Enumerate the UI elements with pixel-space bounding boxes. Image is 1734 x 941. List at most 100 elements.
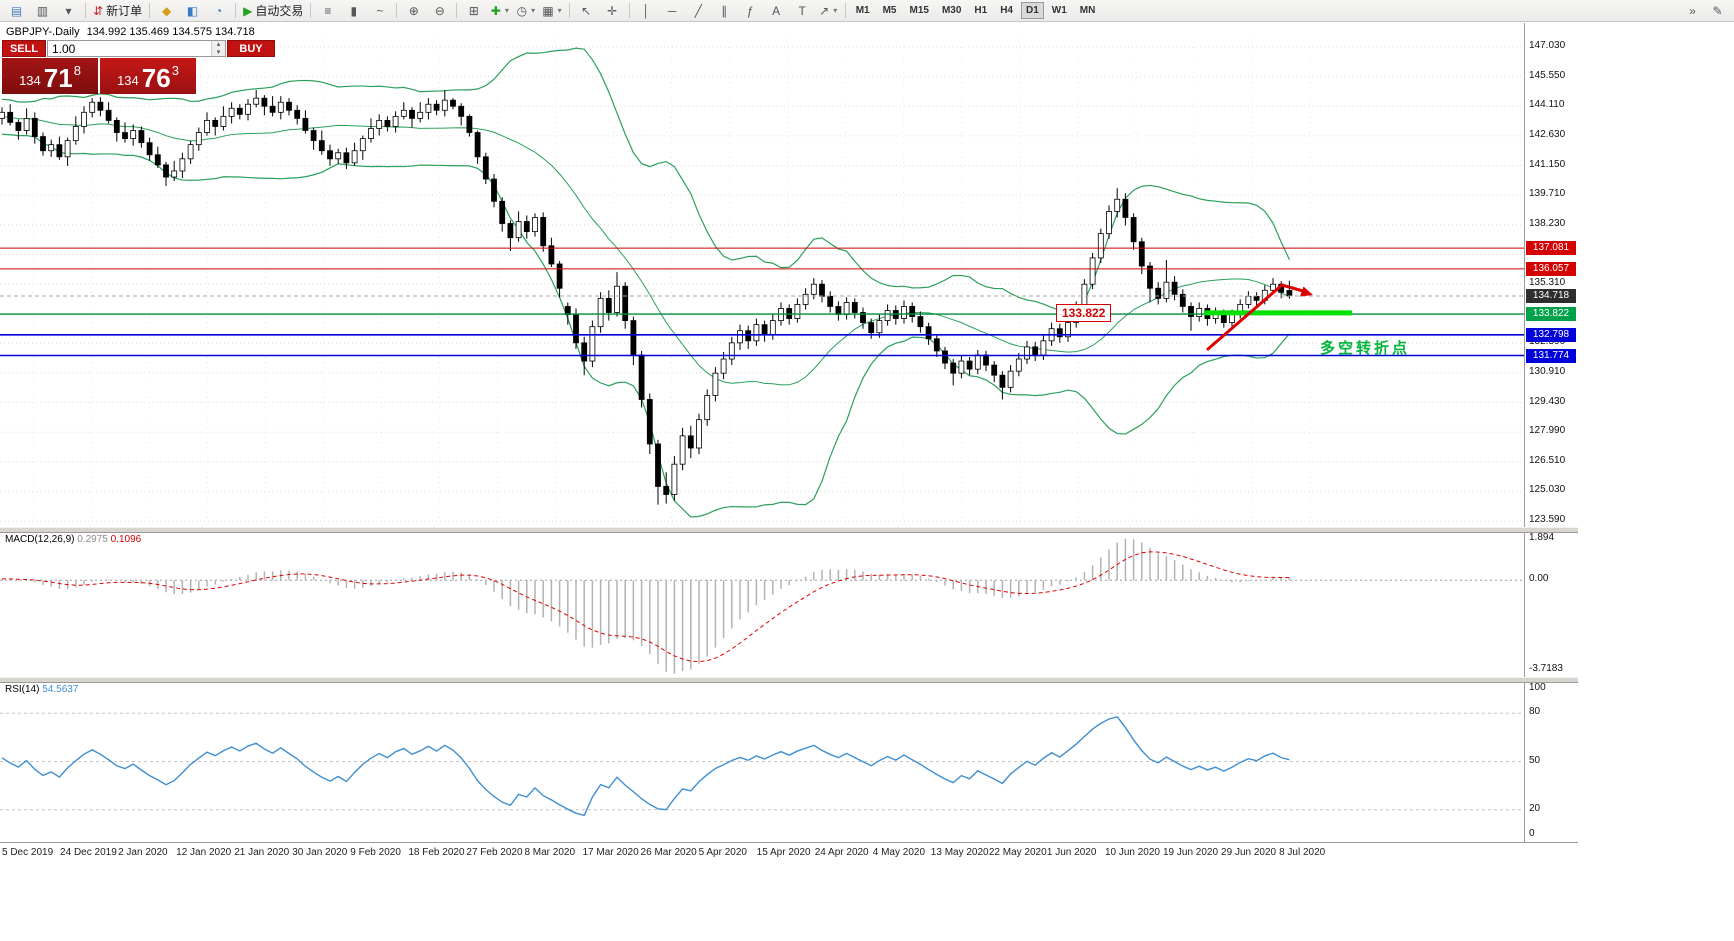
toolbar-overflow-icon[interactable]: » [1689, 3, 1696, 18]
price-axis-label: 141.150 [1529, 158, 1566, 170]
new-order-button[interactable]: ⇵ 新订单 [90, 1, 145, 21]
buy-price-prefix: 134 [117, 73, 139, 88]
buy-price-pip: 3 [171, 63, 179, 78]
horizontal-line-icon[interactable]: ─ [660, 1, 685, 21]
price-axis-label: 139.710 [1529, 188, 1566, 200]
one-click-trading-panel: SELL ▴ ▾ BUY 134 71 8 134 [2, 40, 275, 94]
volume-input[interactable] [48, 41, 211, 56]
trendline-icon: ╱ [694, 3, 702, 18]
date-label: 5 Apr 2020 [698, 847, 747, 858]
sell-price-big: 71 [43, 63, 73, 93]
date-label: 5 Dec 2019 [2, 847, 54, 858]
profiles-arrow-icon[interactable]: ▾ [56, 1, 81, 21]
timeframe-m15[interactable]: M15 [909, 5, 929, 16]
sell-button[interactable]: SELL [2, 40, 46, 57]
bollinger-middle [1, 116, 1290, 386]
dropdown-arrow-icon: ▾ [531, 6, 536, 15]
price-axis-label: 126.510 [1529, 454, 1566, 466]
new-order-button-label: 新订单 [106, 4, 143, 18]
volume-box: ▴ ▾ [47, 40, 226, 57]
buy-quote[interactable]: 134 76 3 [100, 58, 196, 94]
indicators-icon: ✚ [490, 3, 501, 18]
crosshair-icon: ✛ [607, 3, 618, 18]
candles [0, 90, 1293, 505]
strategy-tester-icon[interactable]: ◔ [206, 1, 231, 21]
indicators-icon[interactable]: ✚ ▾ [487, 1, 512, 21]
profiles-icon: ▥ [36, 3, 49, 18]
date-label: 22 May 2020 [988, 847, 1047, 858]
toolbar-customize-icon[interactable]: ✎ [1712, 3, 1723, 18]
price-flag-label[interactable]: 133.822 [1056, 304, 1112, 322]
channel-icon[interactable]: ∥ [712, 1, 737, 21]
new-order-icon: ⇵ [93, 3, 104, 18]
new-chart-icon[interactable]: ▤ [4, 1, 29, 21]
dropdown-arrow-icon: ▾ [557, 6, 562, 15]
price-axis-label: 147.030 [1529, 40, 1566, 51]
timeframe-m1[interactable]: M1 [855, 5, 870, 16]
timeframe-h1[interactable]: H1 [974, 5, 988, 16]
tile-windows-icon[interactable]: ⊞ [461, 1, 486, 21]
macd-histogram [1, 538, 1291, 674]
date-label: 8 Mar 2020 [524, 847, 576, 858]
turning-point-label[interactable]: 多空转折点 [1320, 340, 1411, 357]
price-axis-label: 142.630 [1529, 128, 1566, 140]
timeframe-mn[interactable]: MN [1079, 5, 1096, 16]
vertical-line-icon[interactable]: │ [634, 1, 659, 21]
date-label: 9 Feb 2020 [350, 847, 401, 858]
price-axis-label: 127.990 [1529, 425, 1566, 437]
panel-splitter-rsi[interactable] [0, 677, 1578, 683]
price-axis-label: 145.550 [1529, 69, 1566, 81]
timeframe-m30[interactable]: M30 [941, 5, 962, 16]
label-icon[interactable]: T [790, 1, 815, 21]
terminal-icon[interactable]: ◧ [180, 1, 205, 21]
chart-candles-icon[interactable]: ▮ [341, 1, 366, 21]
arrows-tool-icon[interactable]: ↗ ▾ [816, 1, 841, 21]
main-chart[interactable] [0, 23, 1524, 527]
panel-splitter-macd[interactable] [0, 527, 1578, 533]
timeframe-m5[interactable]: M5 [882, 5, 897, 16]
zoom-in-icon: ⊕ [408, 3, 419, 18]
chart-bars-icon[interactable]: ≡ [315, 1, 340, 21]
profiles-icon[interactable]: ▥ [30, 1, 55, 21]
timeframe-w1[interactable]: W1 [1051, 5, 1067, 16]
rsi-label: RSI(14) 54.5637 [5, 684, 78, 695]
macd-panel[interactable] [0, 531, 1524, 677]
metaeditor-icon[interactable]: ◆ [154, 1, 179, 21]
autotrading-button-label: 自动交易 [255, 4, 304, 18]
price-axis-label: 129.430 [1529, 395, 1566, 407]
macd-name: MACD(12,26,9) [5, 534, 75, 545]
date-label: 24 Apr 2020 [814, 847, 869, 858]
date-label: 4 May 2020 [872, 847, 926, 858]
timeframe-d1[interactable]: D1 [1021, 2, 1044, 19]
buy-button[interactable]: BUY [227, 40, 275, 57]
rsi-panel[interactable] [0, 681, 1524, 842]
text-icon[interactable]: A [764, 1, 789, 21]
zoom-out-icon[interactable]: ⊖ [427, 1, 452, 21]
periods-icon[interactable]: ◷ ▾ [513, 1, 538, 21]
trendline-icon[interactable]: ╱ [686, 1, 711, 21]
cursor-icon[interactable]: ↖ [574, 1, 599, 21]
crosshair-icon[interactable]: ✛ [600, 1, 625, 21]
date-label: 10 Jun 2020 [1104, 847, 1160, 858]
zoom-in-icon[interactable]: ⊕ [401, 1, 426, 21]
sell-quote[interactable]: 134 71 8 [2, 58, 98, 94]
timeframe-h4[interactable]: H4 [1000, 5, 1013, 16]
date-label: 8 Jul 2020 [1279, 847, 1326, 858]
trend-arrow[interactable] [1206, 283, 1305, 351]
new-chart-icon: ▤ [10, 3, 23, 18]
price-scale[interactable]: 147.030 145.550 144.110 142.630 141.150 139.7… [1524, 23, 1579, 842]
date-axis[interactable]: 5 Dec 2019 24 Dec 2019 2 Jan 2020 12 Jan 20… [0, 842, 1578, 862]
chart-line-icon[interactable]: ~ [367, 1, 392, 21]
fibonacci-icon[interactable]: ƒ [738, 1, 763, 21]
autotrading-button[interactable]: ▶ 自动交易 [240, 1, 306, 21]
price-tag-133.822: 133.822 [1526, 307, 1576, 322]
templates-icon[interactable]: ▦ ▾ [539, 1, 564, 21]
date-label: 30 Jan 2020 [292, 847, 348, 858]
volume-down-button[interactable]: ▾ [212, 48, 225, 56]
volume-up-button[interactable]: ▴ [212, 41, 225, 49]
price-tag-132.798: 132.798 [1526, 327, 1576, 342]
date-label: 29 Jun 2020 [1221, 847, 1277, 858]
date-label: 26 Mar 2020 [640, 847, 697, 858]
vertical-line-icon: │ [642, 3, 650, 18]
